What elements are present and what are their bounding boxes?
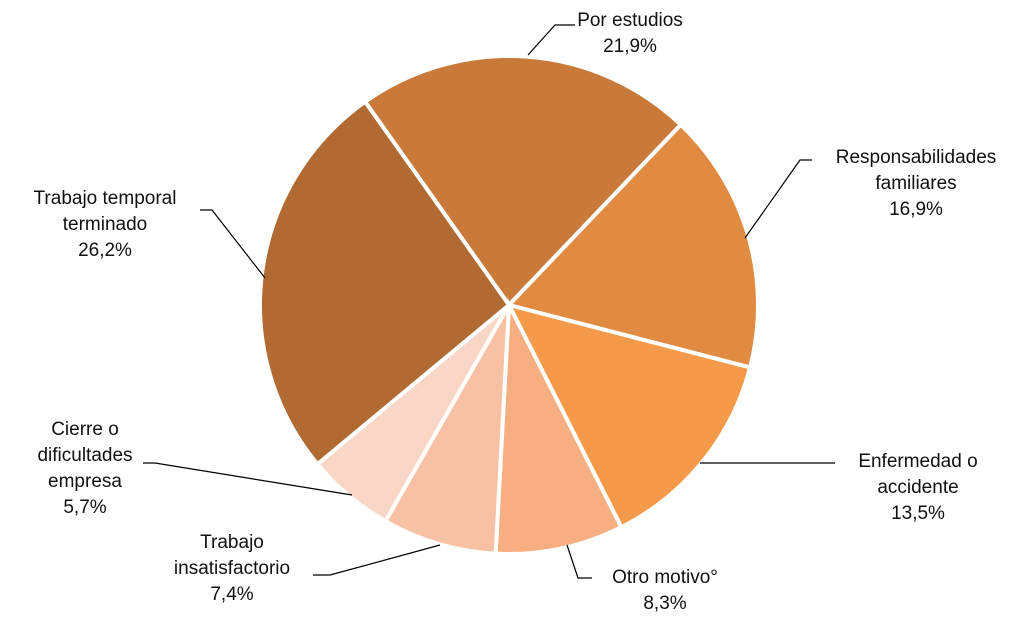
pie-slice <box>493 297 625 556</box>
slice-label: Cierre o dificultades empresa 5,7% <box>25 417 145 521</box>
category-label: Otro motivo° <box>612 567 718 588</box>
value-label: 26,2% <box>78 240 132 261</box>
value-label: 13,5% <box>891 503 945 524</box>
pie-slice <box>505 301 753 530</box>
category-label: Responsabilidades familiares <box>835 147 997 194</box>
pie-slice <box>382 304 511 556</box>
slice-label: Por estudios 21,9% <box>550 8 710 60</box>
value-label: 8,3% <box>643 593 687 614</box>
leader-lines <box>143 24 835 579</box>
slice-label: Otro motivo° 8,3% <box>595 565 735 617</box>
value-label: 5,7% <box>63 497 107 518</box>
category-label: Enfermedad o accidente <box>858 451 978 498</box>
pie-slice <box>362 54 684 309</box>
slice-label: Trabajo insatisfactorio 7,4% <box>152 530 312 608</box>
leader-line <box>143 462 353 496</box>
leader-line <box>313 544 441 576</box>
slice-label: Enfermedad o accidente 13,5% <box>843 449 993 527</box>
value-label: 16,9% <box>889 199 943 220</box>
category-label: Trabajo temporal terminado <box>33 188 177 235</box>
value-label: 21,9% <box>603 36 657 57</box>
leader-line <box>200 209 266 279</box>
category-label: Cierre o dificultades empresa <box>37 419 133 492</box>
slice-label: Trabajo temporal terminado 26,2% <box>5 186 205 264</box>
value-label: 7,4% <box>210 584 254 605</box>
category-label: Por estudios <box>577 10 683 31</box>
slice-label: Responsabilidades familiares 16,9% <box>811 145 1020 223</box>
pie-slice <box>258 98 512 467</box>
leader-line <box>744 159 812 239</box>
leader-line <box>566 544 592 579</box>
leader-line <box>527 24 575 56</box>
pie-slice <box>505 121 760 370</box>
category-label: Trabajo insatisfactorio <box>173 532 291 579</box>
